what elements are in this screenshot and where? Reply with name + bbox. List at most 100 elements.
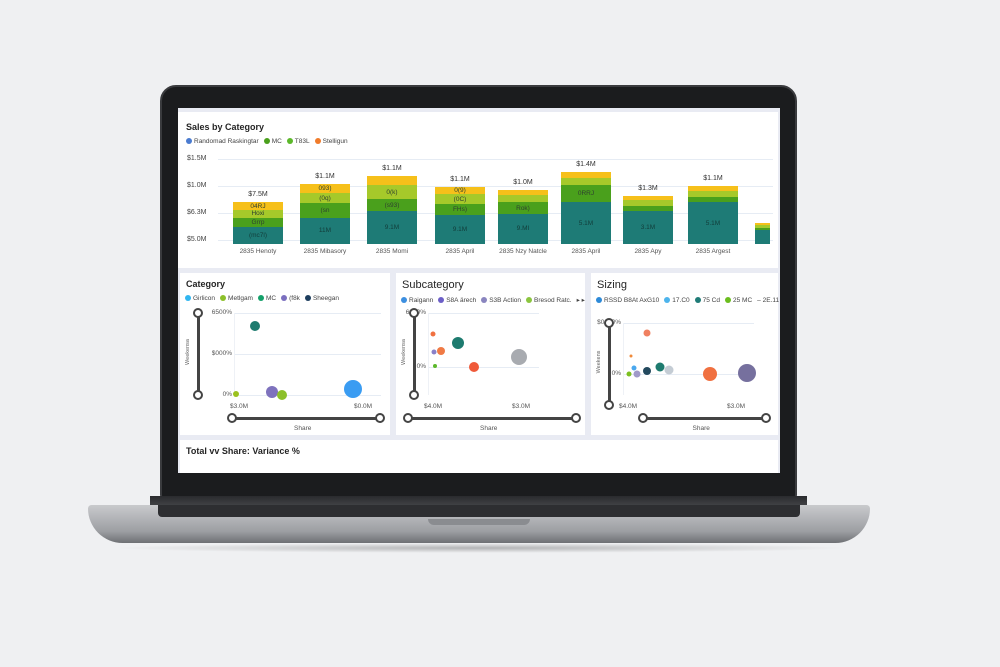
legend-item[interactable]: Stelligun	[314, 138, 348, 145]
legend-item[interactable]: MC	[263, 138, 282, 145]
bar-segment-yellow	[367, 176, 417, 186]
y-range-slider[interactable]	[197, 313, 200, 395]
slider-handle-left[interactable]	[403, 413, 413, 423]
scatter-point[interactable]	[629, 354, 633, 358]
scatter-point[interactable]	[511, 349, 528, 366]
scatter-point[interactable]	[643, 367, 651, 376]
legend-item[interactable]: (f8k	[281, 295, 300, 302]
legend-item[interactable]: Bresod Ratc.	[526, 297, 572, 304]
scatter-point[interactable]	[265, 385, 278, 398]
scatter-point[interactable]	[633, 370, 641, 378]
y-tick-label: 0%	[611, 370, 621, 378]
slider-handle-bottom[interactable]	[604, 400, 614, 410]
bar-segment-teal	[754, 229, 770, 244]
scatter-point[interactable]	[276, 390, 287, 400]
slider-handle-right[interactable]	[375, 413, 385, 423]
slider-handle-top[interactable]	[193, 308, 203, 318]
stacked-bar[interactable]: (mc7l) Grrp Hoxi 04RJ	[233, 202, 283, 244]
slider-handle-bottom[interactable]	[409, 390, 419, 400]
legend-item[interactable]: T83L	[286, 138, 310, 145]
slider-handle-bottom[interactable]	[193, 390, 203, 400]
slider-handle-top[interactable]	[604, 318, 614, 328]
panel-title: Category	[186, 279, 226, 289]
slider-handle-top[interactable]	[409, 308, 419, 318]
legend-item[interactable]: S3B Action	[481, 297, 521, 304]
stacked-bar[interactable]: 5.1M 0RRJ	[561, 172, 611, 244]
legend-dot-icon	[281, 295, 288, 302]
sizing-panel: Sizing RSSD B8At AxG10 17.C0 75 Cd 25 MC – 2E…	[591, 273, 780, 435]
legend-next-arrow[interactable]: – 2E.11 ▸	[757, 297, 780, 304]
legend-item[interactable]: 25 MC	[725, 297, 752, 304]
gridline	[429, 367, 539, 369]
legend-item[interactable]: Randomad Raskingtar	[186, 138, 259, 145]
x-range-slider[interactable]	[232, 417, 380, 420]
legend-item[interactable]: RSSD B8At AxG10	[596, 297, 659, 304]
bar-segment-lightgreen	[498, 195, 548, 203]
scatter-point[interactable]	[631, 365, 637, 371]
scatter-point[interactable]	[702, 367, 717, 382]
x-range-slider[interactable]	[408, 417, 576, 420]
slider-handle-right[interactable]	[571, 413, 581, 423]
legend-dot-icon	[596, 296, 602, 303]
legend-item[interactable]: 75 Cd	[694, 297, 720, 304]
legend-item[interactable]: MC	[257, 295, 276, 302]
legend-item[interactable]: 17.C0	[664, 297, 690, 304]
chart-legend: Raigann S8A ärech S3B Action Bresod Ratc. ▸ …	[401, 296, 585, 304]
scatter-point[interactable]	[233, 390, 240, 397]
stacked-bar[interactable]	[754, 223, 770, 244]
scatter-point[interactable]	[430, 331, 436, 337]
slider-handle-left[interactable]	[227, 413, 237, 423]
scatter-point[interactable]	[344, 380, 363, 398]
scatter-point[interactable]	[431, 349, 437, 355]
scatter-point[interactable]	[626, 371, 632, 377]
scatter-point[interactable]	[469, 362, 480, 373]
gridline	[218, 240, 773, 241]
scatter-point[interactable]	[664, 365, 674, 375]
stacked-bar[interactable]: 9.MI Rok)	[498, 190, 548, 244]
scatter-point[interactable]	[451, 337, 464, 350]
legend-dot-icon	[257, 295, 264, 302]
stacked-bar[interactable]: 5.1M	[688, 185, 738, 244]
gridline	[235, 354, 381, 355]
scatter-point[interactable]	[433, 364, 438, 369]
bar-segment-lightgreen	[754, 225, 770, 228]
scatter-point[interactable]	[643, 329, 651, 337]
bar-segment-yellow: 04RJ	[233, 202, 283, 210]
bar-total-label: $1.4M	[576, 161, 596, 169]
y-tick-label: $6.3M	[187, 209, 207, 216]
stacked-bar[interactable]: 9.1M (s93) 0(k)	[367, 176, 417, 244]
x-category-label: 2835 Nzy Natcle	[499, 248, 547, 255]
scatter-point[interactable]	[437, 347, 446, 356]
variance-panel: Total vv Share: Variance %	[180, 440, 778, 473]
y-tick-label: $1.0M	[187, 182, 207, 189]
slider-handle-left[interactable]	[638, 413, 648, 423]
scatter-point[interactable]	[655, 362, 665, 372]
scatter-point[interactable]	[737, 364, 756, 383]
legend-item[interactable]: Raigann	[401, 297, 433, 304]
scatter-plot[interactable]	[233, 313, 381, 400]
legend-item[interactable]: Metlgam	[220, 295, 253, 302]
bar-segment-teal: 5.1M	[561, 202, 611, 244]
legend-item[interactable]: Sheegan	[304, 295, 339, 302]
gridline	[218, 159, 773, 160]
bar-segment-teal: 3.1M	[623, 211, 673, 244]
y-range-slider[interactable]	[608, 323, 611, 405]
bar-segment-teal: (mc7l)	[233, 226, 283, 244]
scatter-point[interactable]	[250, 320, 261, 331]
stacked-bar[interactable]: 3.1M	[623, 195, 673, 244]
legend-next-arrow[interactable]: ▸ ▸	[576, 297, 585, 304]
legend-item[interactable]: S8A ärech	[438, 297, 476, 304]
y-tick-label: $1.5M	[187, 155, 207, 162]
y-range-slider[interactable]	[413, 313, 416, 395]
bar-total-label: $1.1M	[315, 172, 335, 180]
category-panel: Category Girlicon Metlgam MC (f8k Sheegan 6500…	[180, 273, 390, 435]
legend-dot-icon	[526, 296, 533, 303]
slider-handle-right[interactable]	[761, 413, 771, 423]
scatter-plot[interactable]	[623, 323, 756, 395]
legend-dot-icon	[186, 138, 192, 145]
legend-item[interactable]: Girlicon	[185, 295, 215, 302]
x-range-slider[interactable]	[643, 417, 766, 420]
stacked-bar[interactable]: 11M (sn (0q) 093)	[300, 183, 350, 244]
stacked-bar[interactable]: 9.1M FHs) (0C) 0(9)	[435, 187, 485, 244]
scatter-plot[interactable]	[428, 313, 539, 395]
